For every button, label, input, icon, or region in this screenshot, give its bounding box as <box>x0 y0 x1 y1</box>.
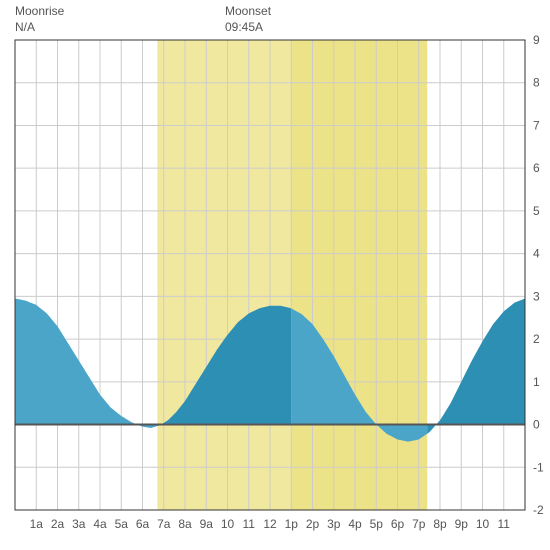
x-tick-label: 10 <box>476 517 490 531</box>
x-tick-label: 1p <box>285 517 299 531</box>
moonrise-block: Moonrise N/A <box>15 4 64 35</box>
x-tick-label: 5a <box>115 517 129 531</box>
x-tick-label: 2a <box>51 517 65 531</box>
moonset-block: Moonset 09:45A <box>225 4 271 35</box>
x-tick-label: 1a <box>30 517 44 531</box>
y-tick-label: -1 <box>533 460 544 474</box>
moonset-value: 09:45A <box>225 20 271 36</box>
x-tick-label: 7p <box>412 517 426 531</box>
sun-band-am <box>157 40 291 510</box>
x-tick-label: 8p <box>433 517 447 531</box>
x-tick-label: 4a <box>93 517 107 531</box>
x-tick-label: 8a <box>178 517 192 531</box>
y-tick-label: 4 <box>533 247 540 261</box>
moonrise-value: N/A <box>15 20 64 36</box>
moonrise-label: Moonrise <box>15 4 64 20</box>
x-tick-label: 4p <box>348 517 362 531</box>
y-tick-label: 5 <box>533 204 540 218</box>
x-tick-label: 11 <box>498 517 511 531</box>
x-tick-label: 6p <box>391 517 405 531</box>
y-tick-label: -2 <box>533 503 544 517</box>
x-tick-label: 12 <box>263 517 277 531</box>
x-tick-label: 6a <box>136 517 150 531</box>
y-tick-label: 9 <box>533 33 540 47</box>
y-tick-label: 7 <box>533 118 540 132</box>
x-tick-label: 11 <box>243 517 256 531</box>
y-tick-label: 6 <box>533 161 540 175</box>
y-tick-label: 2 <box>533 332 540 346</box>
x-tick-label: 9a <box>200 517 214 531</box>
x-tick-label: 10 <box>221 517 235 531</box>
x-tick-label: 3a <box>72 517 86 531</box>
tide-chart-container: Moonrise N/A Moonset 09:45A -2-101234567… <box>0 0 550 550</box>
moonset-label: Moonset <box>225 4 271 20</box>
y-tick-label: 1 <box>533 375 540 389</box>
y-tick-label: 0 <box>533 418 540 432</box>
y-tick-label: 8 <box>533 76 540 90</box>
x-tick-label: 9p <box>455 517 469 531</box>
x-tick-label: 7a <box>157 517 171 531</box>
x-tick-label: 5p <box>370 517 384 531</box>
tide-chart: -2-101234567891a2a3a4a5a6a7a8a9a1011121p… <box>0 0 550 550</box>
x-tick-label: 2p <box>306 517 320 531</box>
x-tick-label: 3p <box>327 517 341 531</box>
y-tick-label: 3 <box>533 289 540 303</box>
